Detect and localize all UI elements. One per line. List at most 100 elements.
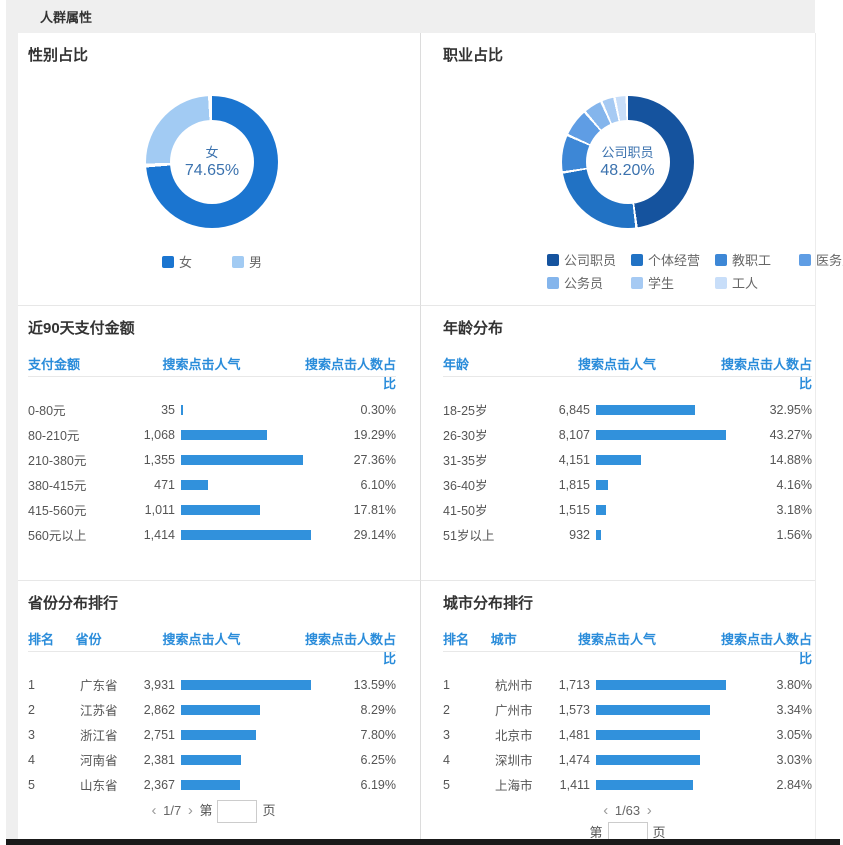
- panel-title-occupation: 职业占比: [443, 47, 504, 64]
- percent-cell: 32.95%: [769, 402, 812, 417]
- percent-cell: 6.10%: [360, 477, 396, 492]
- rank-cell: 1: [28, 677, 35, 692]
- legend-label: 个体经营: [648, 253, 701, 268]
- legend-label: 医务人员: [816, 253, 843, 268]
- column-header-percent: 搜索点击人数占比: [720, 357, 812, 391]
- bar-track: [175, 429, 317, 440]
- bar-track: [175, 504, 317, 515]
- donut-center-label: 公司职员 48.20%: [562, 96, 694, 228]
- city-table: 1 杭州市 1,713 3.80% 2 广州市 1,573 3.34% 3 北京市 1,481 3.0…: [443, 672, 812, 797]
- rank-cell: 4: [443, 752, 450, 767]
- bar-track: [590, 754, 732, 765]
- table-row: 18-25岁 6,845 32.95%: [443, 397, 812, 422]
- table-row: 80-210元 1,068 19.29%: [28, 422, 396, 447]
- bar-track: [590, 404, 732, 415]
- legend-swatch-icon: [631, 253, 643, 266]
- jump-prefix: 第: [589, 825, 603, 840]
- gender-legend: 女男: [28, 252, 396, 271]
- value-cell: 2,381: [143, 752, 175, 767]
- legend-item[interactable]: 公司职员: [547, 250, 631, 269]
- rank-cell: 3: [443, 727, 450, 742]
- category-cell: 河南省: [80, 754, 118, 768]
- occupation-donut-chart[interactable]: 公司职员 48.20%: [561, 96, 694, 228]
- table-row: 2 广州市 1,573 3.34%: [443, 697, 812, 722]
- rank-cell: 4: [28, 752, 35, 767]
- legend-item[interactable]: 公务员: [547, 273, 631, 292]
- percent-cell: 6.19%: [360, 777, 396, 792]
- percent-cell: 17.81%: [353, 502, 396, 517]
- category-cell: 210-380元: [28, 454, 87, 468]
- next-page-arrow[interactable]: ›: [646, 802, 652, 819]
- gender-donut-chart[interactable]: 女 74.65%: [146, 96, 278, 228]
- value-cell: 2,751: [143, 727, 175, 742]
- category-cell: 80-210元: [28, 429, 80, 443]
- content-area: 性别占比 女 74.65% 女男 职业占比 公司职员 48.20% 公司职员 个体…: [18, 33, 843, 845]
- table-header: 排名 城市 搜索点击人气 搜索点击人数占比: [443, 630, 812, 668]
- bar: [596, 404, 695, 415]
- legend-item[interactable]: 教职工: [715, 250, 799, 269]
- panel-gender: 性别占比 女 74.65% 女男: [18, 33, 421, 306]
- column-header-category: 年龄: [443, 357, 470, 372]
- value-cell: 1,411: [559, 777, 590, 792]
- bar: [596, 429, 726, 440]
- prev-page-arrow[interactable]: ‹: [603, 802, 609, 819]
- legend-swatch-icon: [631, 276, 643, 289]
- page-indicator: 1/63: [614, 803, 641, 818]
- legend-item[interactable]: 工人: [715, 273, 799, 292]
- category-cell: 江苏省: [80, 704, 118, 718]
- panel-province: 省份分布排行 排名 省份 搜索点击人气 搜索点击人数占比 1 广东省 3,931 13…: [18, 581, 421, 839]
- donut-center-category: 公司职员: [601, 144, 654, 160]
- table-header: 排名 省份 搜索点击人气 搜索点击人数占比: [28, 630, 396, 668]
- value-cell: 4,151: [558, 452, 590, 467]
- legend-label: 工人: [732, 276, 759, 291]
- category-cell: 广东省: [80, 679, 118, 693]
- percent-cell: 4.16%: [776, 477, 812, 492]
- next-page-arrow[interactable]: ›: [187, 802, 193, 819]
- percent-cell: 3.18%: [776, 502, 812, 517]
- category-cell: 51岁以上: [443, 529, 495, 543]
- column-header-rank: 排名: [28, 632, 55, 647]
- column-header-popularity: 搜索点击人气: [162, 632, 241, 647]
- prev-page-arrow[interactable]: ‹: [151, 802, 157, 819]
- legend-swatch-icon: [715, 253, 727, 266]
- bar: [181, 404, 183, 415]
- column-header-category: 支付金额: [28, 357, 81, 372]
- legend-item[interactable]: 医务人员: [799, 250, 843, 269]
- donut-center-label: 女 74.65%: [146, 96, 278, 228]
- legend-swatch-icon: [715, 276, 727, 289]
- legend-swatch-icon: [232, 255, 244, 268]
- category-cell: 415-560元: [28, 504, 87, 518]
- legend-item[interactable]: 女: [161, 252, 192, 271]
- value-cell: 1,355: [143, 452, 175, 467]
- bar-track: [590, 529, 732, 540]
- page-indicator: 1/7: [163, 803, 182, 818]
- legend-item[interactable]: 学生: [631, 273, 715, 292]
- bar: [596, 754, 700, 765]
- table-header: 年龄 搜索点击人气 搜索点击人数占比: [443, 355, 812, 393]
- legend-item[interactable]: 个体经营: [631, 250, 715, 269]
- bottom-bar: [6, 839, 840, 845]
- province-table: 1 广东省 3,931 13.59% 2 江苏省 2,862 8.29% 3 浙江省 2,751 7.…: [28, 672, 396, 797]
- age-table: 18-25岁 6,845 32.95% 26-30岁 8,107 43.27% 31-35岁…: [443, 397, 812, 547]
- page-jump-input[interactable]: [217, 800, 258, 824]
- legend-label: 公司职员: [564, 253, 617, 268]
- bar-track: [590, 779, 732, 790]
- legend-item[interactable]: 男: [232, 252, 262, 271]
- value-cell: 1,713: [558, 677, 590, 692]
- column-header-popularity: 搜索点击人气: [578, 632, 657, 647]
- percent-cell: 6.25%: [360, 752, 396, 767]
- bar: [596, 504, 606, 515]
- percent-cell: 29.14%: [353, 527, 396, 542]
- value-cell: 1,474: [558, 752, 590, 767]
- table-row: 2 江苏省 2,862 8.29%: [28, 697, 396, 722]
- table-row: 5 山东省 2,367 6.19%: [28, 772, 396, 797]
- column-header-name: 省份: [75, 632, 102, 647]
- panel-title-age: 年龄分布: [443, 320, 504, 337]
- bar: [181, 729, 256, 740]
- category-cell: 26-30岁: [443, 429, 488, 443]
- legend-label: 学生: [648, 276, 675, 291]
- section-header-band: 人群属性: [18, 0, 815, 33]
- percent-cell: 19.29%: [353, 427, 396, 442]
- donut-center-percent: 74.65%: [184, 161, 240, 179]
- percent-cell: 3.03%: [776, 752, 812, 767]
